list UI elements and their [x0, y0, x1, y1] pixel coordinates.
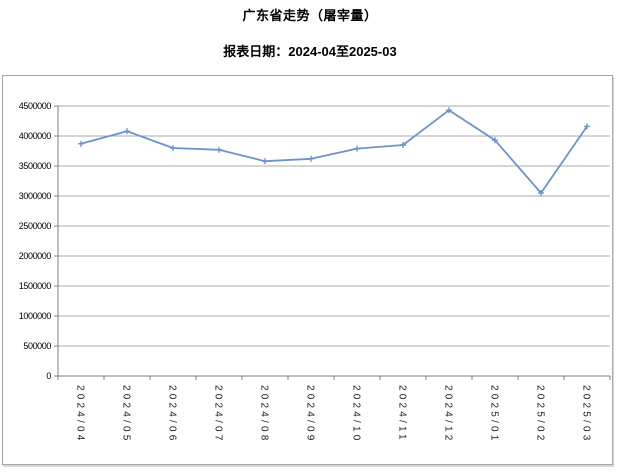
x-axis-label: 2024/11 — [397, 385, 408, 443]
y-axis-label: 2000000 — [19, 251, 52, 261]
x-axis-label: 2024/04 — [75, 385, 86, 444]
x-axis-label: 2024/09 — [305, 385, 316, 444]
y-axis-label: 500000 — [23, 341, 51, 351]
y-axis-label: 2500000 — [19, 221, 52, 231]
x-axis-label: 2025/03 — [581, 385, 592, 444]
x-axis-label: 2025/02 — [535, 385, 546, 444]
y-axis-label: 4500000 — [19, 101, 52, 111]
x-axis-label: 2024/10 — [351, 385, 362, 444]
x-axis-label: 2024/08 — [259, 385, 270, 444]
chart-container: 0 500000 1000000 1500000 2000000 2500000 30000… — [2, 75, 613, 465]
x-axis-label: 2025/01 — [489, 385, 500, 444]
x-axis-label: 2024/07 — [213, 385, 224, 444]
y-axis-label: 0 — [46, 371, 51, 381]
series-line — [80, 109, 588, 194]
y-axis-label: 3000000 — [19, 191, 52, 201]
chart-title: 广东省走势（屠宰量） — [242, 8, 378, 23]
y-axis-label: 1000000 — [19, 311, 52, 321]
line-chart: 0 500000 1000000 1500000 2000000 2500000 30000… — [19, 101, 611, 444]
y-axis-label: 3500000 — [19, 161, 52, 171]
report-date-range: 报表日期：2024-04至2025-03 — [223, 44, 397, 59]
x-axis-label: 2024/06 — [167, 385, 178, 444]
y-axis-label: 4000000 — [19, 131, 52, 141]
x-axis-label: 2024/12 — [443, 385, 454, 444]
x-axis-label: 2024/05 — [121, 385, 132, 444]
y-axis-label: 1500000 — [19, 281, 52, 291]
